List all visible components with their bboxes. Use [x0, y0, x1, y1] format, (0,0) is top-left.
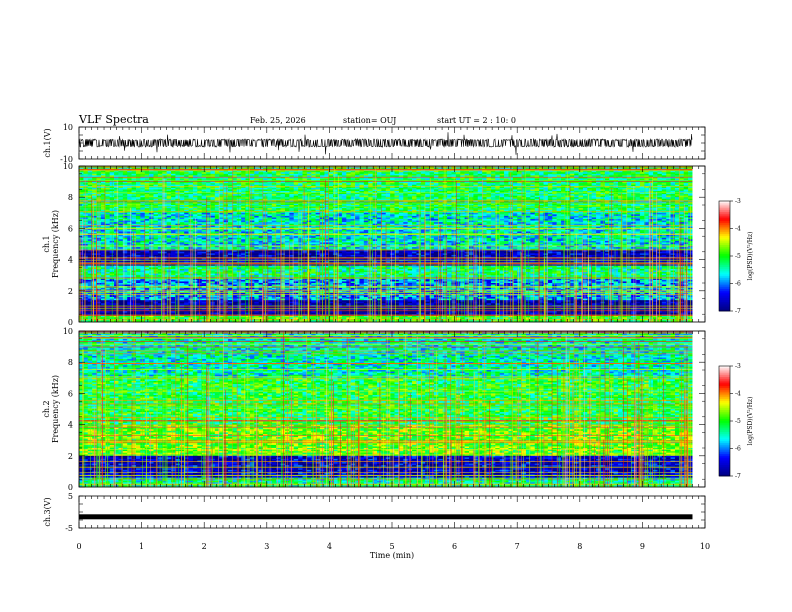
y-tick-label: 10	[63, 123, 73, 132]
figure-title: VLF Spectra	[78, 113, 149, 126]
header-station: station= OUJ	[343, 116, 396, 125]
y-axis-label: ch.1(V)	[43, 128, 52, 157]
header-start-time: start UT = 2 : 10: 0	[437, 116, 516, 125]
header-date: Feb. 25, 2026	[250, 116, 306, 125]
